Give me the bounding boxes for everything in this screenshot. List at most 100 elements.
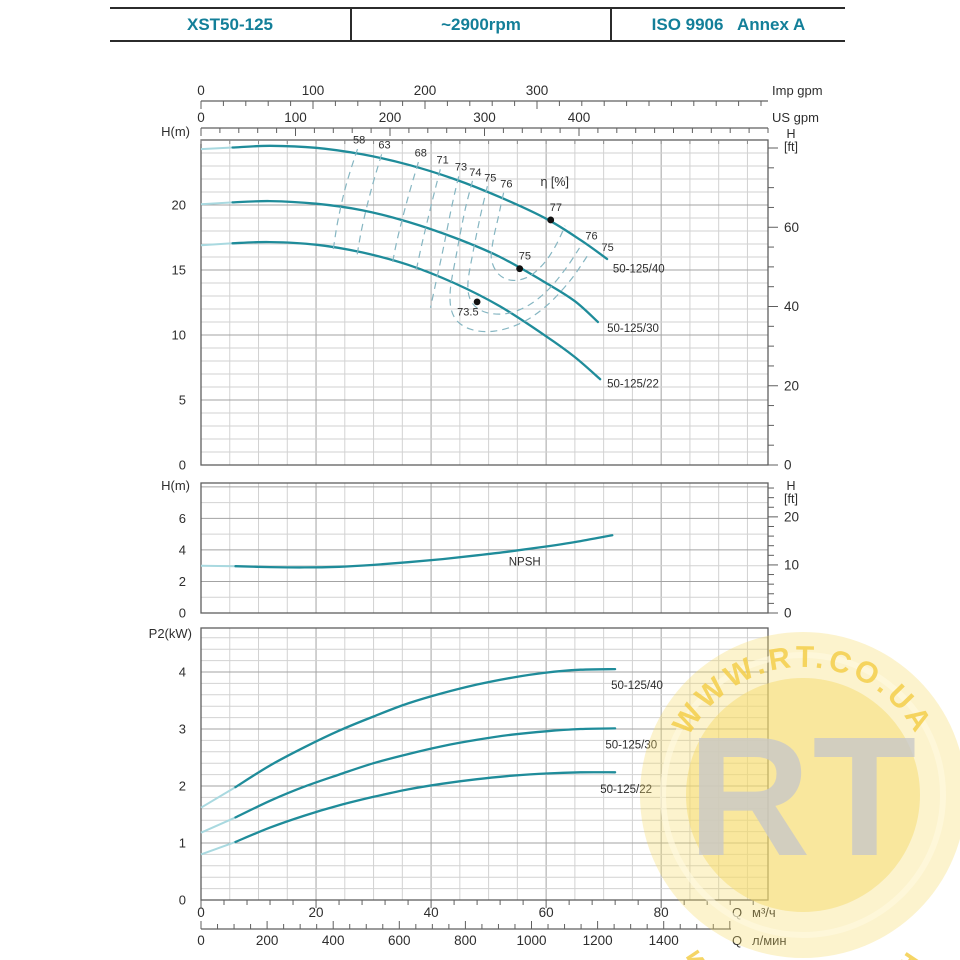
right-axis-title: H: [786, 127, 795, 141]
curve-label: 50-125/40: [611, 680, 663, 692]
eta-contour-76: [490, 192, 566, 282]
gpm-tick-label: 0: [197, 83, 205, 98]
curve-label: 50-125/30: [607, 323, 659, 335]
watermark-url-text: WWW.RT.CO.UA: [667, 641, 940, 741]
curve-below-min-flow: [200, 242, 233, 247]
lmin-tick-label: 800: [454, 933, 477, 948]
ft-tick-label: 40: [784, 299, 799, 314]
curve-below-min-flow: [200, 840, 236, 856]
curve-below-min-flow: [200, 786, 237, 809]
eta-contour-75: [467, 186, 581, 315]
gpm-tick-label: 400: [568, 110, 591, 125]
ft-tick-label: 60: [784, 220, 799, 235]
eta-unit-label: η [%]: [540, 175, 569, 189]
lmin-tick-label: 1000: [516, 933, 546, 948]
eta-contour-73: [429, 176, 460, 308]
flow-head-chart: 05101520H(m)0204060H[ft]50-125/4050-125/…: [161, 124, 799, 473]
curve-below-min-flow: [200, 201, 233, 206]
header-table: XST50-125 ~2900rpm ISO 9906 Annex A: [110, 7, 845, 42]
gpm-unit-label: Imp gpm: [772, 83, 823, 98]
best-efficiency-dot: [516, 265, 524, 273]
y-tick-label: 2: [179, 779, 186, 794]
pump-standard: ISO 9906 Annex A: [651, 14, 806, 34]
eta-value-label: 75: [602, 242, 614, 254]
gpm-tick-label: 300: [526, 83, 549, 98]
bep-label: 75: [519, 251, 531, 263]
m3h-tick-label: 0: [197, 905, 205, 920]
y-tick-label: 10: [172, 328, 186, 343]
m3h-tick-label: 80: [654, 905, 669, 920]
curve-below-min-flow: [200, 146, 233, 151]
y-tick-label: 4: [179, 665, 186, 680]
curve-50-125/40: [234, 667, 617, 789]
eta-value-label: 76: [585, 230, 597, 242]
curves: 50-125/40 50-125/30 50-125/22: [200, 667, 663, 856]
watermark-ring: [660, 652, 946, 938]
y-tick-label: 20: [172, 198, 186, 213]
ft-tick-label: 0: [784, 458, 792, 473]
right-axis-title: [ft]: [784, 492, 798, 506]
lmin-tick-label: 0: [197, 933, 205, 948]
y-tick-label: 4: [179, 542, 186, 557]
bep-label: 77: [550, 202, 562, 214]
lmin-tick-label: 600: [388, 933, 411, 948]
best-efficiency-dot: [473, 298, 481, 306]
flow-symbol: Q: [732, 905, 742, 920]
gpm-tick-label: 100: [284, 110, 307, 125]
y-tick-label: 3: [179, 722, 186, 737]
top-flow-axes: 0 100 200 300 Imp gpm 0 100 200 300 400 US gpm: [197, 83, 823, 136]
curves: 50-125/40 50-125/30 50-125/22: [200, 144, 665, 391]
y-axis-title: P2(kW): [149, 626, 192, 641]
y-tick-label: 2: [179, 574, 186, 589]
y-tick-label: 15: [172, 263, 186, 278]
eta-value-label: 75: [484, 173, 496, 185]
y-axis-title: H(m): [161, 124, 190, 139]
lmin-unit-label: л/мин: [752, 933, 787, 948]
curve-50-125/30: [231, 199, 600, 324]
watermark: WWW.RT.CO.UARTинтернет магазин: [640, 632, 960, 960]
gpm-unit-label: US gpm: [772, 110, 819, 125]
best-efficiency-dot: [547, 216, 555, 224]
y-tick-label: 5: [179, 393, 186, 408]
eta-value-label: 76: [500, 178, 512, 190]
m3h-tick-label: 40: [424, 905, 439, 920]
y-tick-label: 1: [179, 836, 186, 851]
m3h-tick-label: 20: [309, 905, 324, 920]
curve-50-125/40: [231, 144, 609, 261]
curve-50-125/22: [231, 240, 602, 381]
pump-model: XST50-125: [110, 9, 352, 40]
curve-below-min-flow: [200, 564, 236, 568]
bep-label: 73.5: [457, 307, 478, 319]
y-tick-label: 0: [179, 893, 186, 908]
lmin-tick-label: 400: [322, 933, 345, 948]
m3h-unit-label: м³/ч: [752, 905, 776, 920]
eta-contour-58: [332, 148, 359, 250]
curve-label: NPSH: [509, 557, 541, 569]
curve-label: 50-125/40: [613, 264, 665, 276]
eta-value-label: 63: [378, 139, 390, 151]
eta-value-label: 71: [436, 154, 448, 166]
curve-label: 50-125/22: [600, 784, 652, 796]
curve-50-125/30: [234, 727, 617, 819]
ft-tick-label: 0: [784, 606, 792, 621]
pump-speed: ~2900rpm: [352, 9, 612, 40]
gpm-tick-label: 300: [473, 110, 496, 125]
right-axis-title: H: [786, 479, 795, 493]
curve-50-125/22: [234, 771, 617, 844]
eta-contour-68: [391, 161, 419, 266]
y-tick-label: 0: [179, 606, 186, 621]
eta-value-label: 68: [415, 147, 427, 159]
lmin-tick-label: 1200: [583, 933, 613, 948]
y-axis-title: H(m): [161, 478, 190, 493]
npsh-chart: 0 2 4 6 H(m) 0 10 20 H[ft] NPSH: [161, 478, 799, 621]
y-tick-label: 6: [179, 511, 186, 526]
right-axis-title: [ft]: [784, 140, 798, 154]
curves: NPSH: [200, 534, 614, 569]
eta-value-label: 73: [455, 162, 467, 174]
flow-symbol: Q: [732, 933, 742, 948]
lmin-tick-label: 1400: [649, 933, 679, 948]
